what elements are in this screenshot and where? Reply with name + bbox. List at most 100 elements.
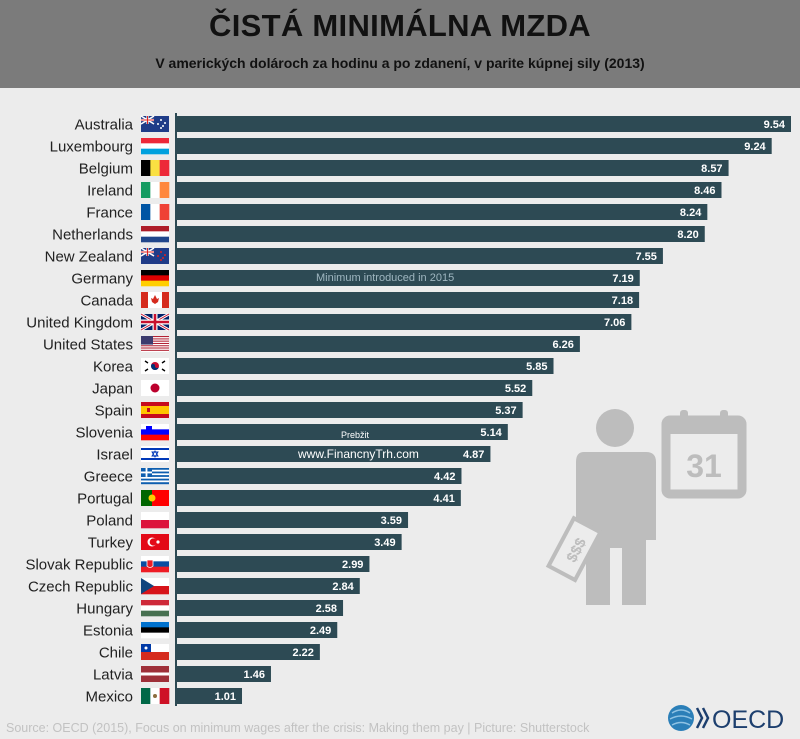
bar-united-states [177,336,580,352]
united-states-flag-icon [141,336,169,352]
australia-flag-icon [140,115,169,132]
value-label-chile: 2.22 [292,647,313,659]
bar-france [177,204,708,220]
bar-chile [177,644,320,660]
category-label-canada: Canada [80,293,133,310]
category-label-netherlands: Netherlands [52,227,133,244]
category-label-ireland: Ireland [87,183,133,200]
value-label-turkey: 3.49 [374,537,395,549]
money-paper-icon: $$$ [545,515,604,583]
value-label-slovenia: 5.14 [480,427,502,439]
slovenia-flag-icon [141,424,169,441]
bar-slovak-republic [177,556,370,572]
value-label-germany: 7.19 [612,273,633,285]
category-label-belgium: Belgium [79,161,133,178]
hungary-flag-icon [141,600,169,617]
value-label-australia: 9.54 [764,119,786,131]
bar-germany [177,270,640,286]
value-label-spain: 5.37 [495,405,516,417]
turkey-flag-icon [141,534,169,550]
category-label-portugal: Portugal [77,491,133,508]
category-label-united-kingdom: United Kingdom [26,315,133,332]
category-label-france: France [86,205,133,222]
germany-flag-icon [141,270,169,287]
header-band [0,0,800,88]
poland-flag-icon [141,512,169,529]
chart-subtitle: V amerických dolároch za hodinu a po zda… [155,55,645,71]
bar-portugal [177,490,461,506]
category-label-australia: Australia [75,117,134,134]
person-with-calendar-illustration: 31 $$$ [545,409,747,605]
calendar-day-label: 31 [686,448,722,484]
value-label-netherlands: 8.20 [677,229,698,241]
person-head [596,409,634,447]
value-label-ireland: 8.46 [694,185,715,197]
value-label-latvia: 1.46 [244,669,265,681]
bar-latvia [177,666,271,682]
estonia-flag-icon [141,622,169,639]
value-label-czech-republic: 2.84 [332,581,354,593]
bar-japan [177,380,533,396]
bar-mexico [177,688,243,704]
value-label-portugal: 4.41 [433,493,454,505]
value-label-united-kingdom: 7.06 [604,317,625,329]
korea-flag-icon [141,358,169,374]
watermark-line1: Prebžit [341,430,370,440]
greece-flag-icon [141,468,169,485]
israel-flag-icon [141,446,169,462]
netherlands-flag-icon [141,226,169,243]
category-label-united-states: United States [43,337,133,354]
category-label-poland: Poland [86,513,133,530]
bar-united-kingdom [177,314,632,330]
bar-canada [177,292,640,308]
category-label-new-zealand: New Zealand [45,249,133,266]
france-flag-icon [141,204,170,220]
category-label-latvia: Latvia [93,667,134,684]
category-label-mexico: Mexico [85,689,133,706]
luxembourg-flag-icon [141,138,169,155]
oecd-logo: OECD [668,705,784,733]
category-label-japan: Japan [92,381,133,398]
bar-turkey [177,534,402,550]
bar-new-zealand [177,248,663,264]
value-label-belgium: 8.57 [701,163,722,175]
chart-title: ČISTÁ MINIMÁLNA MZDA [209,8,591,43]
category-label-chile: Chile [99,645,133,662]
value-label-israel: 4.87 [463,449,484,461]
watermark-line2: www.FinancnyTrh.com [297,447,419,461]
value-label-japan: 5.52 [505,383,526,395]
spain-flag-icon [141,402,169,418]
category-label-slovak-republic: Slovak Republic [25,557,133,574]
chile-flag-icon [141,644,169,660]
value-label-france: 8.24 [680,207,702,219]
value-label-canada: 7.18 [612,295,633,307]
category-label-czech-republic: Czech Republic [28,579,134,596]
value-label-united-states: 6.26 [552,339,573,351]
value-label-mexico: 1.01 [215,691,236,703]
category-label-germany: Germany [71,271,133,288]
bar-slovenia [177,424,508,440]
source-note: Source: OECD (2015), Focus on minimum wa… [6,721,590,735]
bar-chart: 31 $$$ 9.54 Australia 9.24 Luxembourg 8.57 Be… [25,113,791,706]
category-label-turkey: Turkey [88,535,134,552]
category-label-spain: Spain [95,403,133,420]
category-label-korea: Korea [93,359,134,376]
bar-greece [177,468,462,484]
value-label-hungary: 2.58 [316,603,337,615]
bar-australia [177,116,791,132]
bar-luxembourg [177,138,772,154]
category-label-greece: Greece [84,469,133,486]
bar-hungary [177,600,344,616]
value-label-korea: 5.85 [526,361,547,373]
bar-estonia [177,622,338,638]
value-label-luxembourg: 9.24 [744,141,766,153]
new-zealand-flag-icon [140,247,169,264]
bar-spain [177,402,523,418]
belgium-flag-icon [141,160,170,176]
category-label-israel: Israel [96,447,133,464]
bar-israel [177,446,491,462]
latvia-flag-icon [141,666,169,682]
category-label-slovenia: Slovenia [75,425,133,442]
ireland-flag-icon [141,182,170,198]
oecd-arrow-icon [695,707,710,729]
